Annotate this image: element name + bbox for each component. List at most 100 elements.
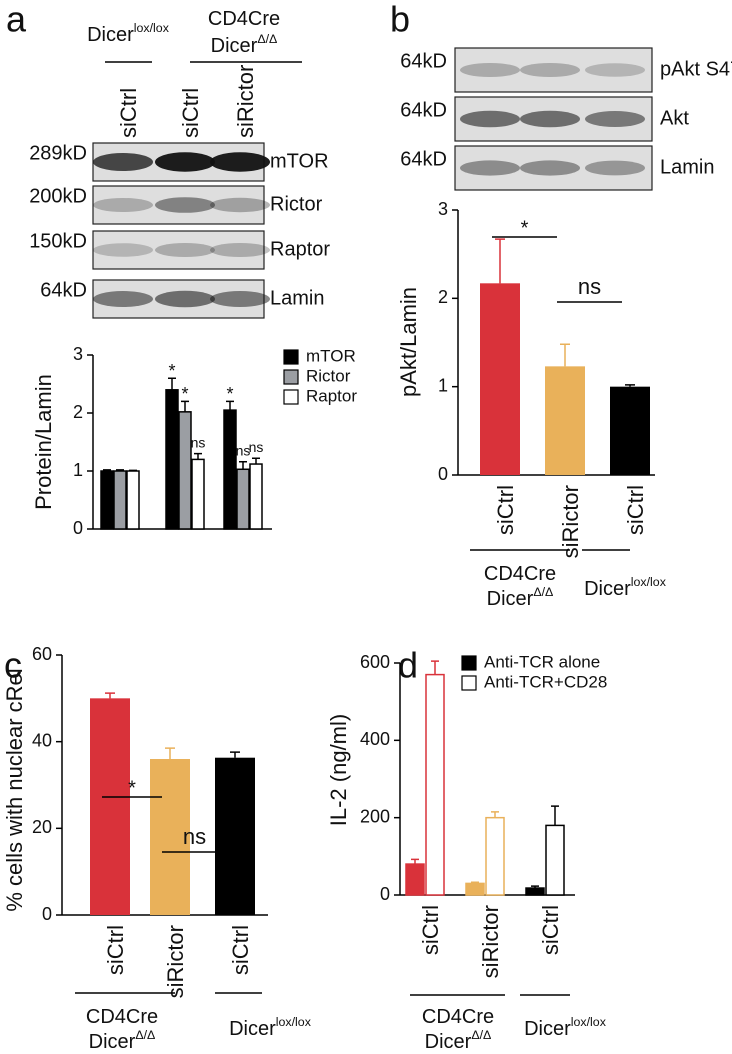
significance-label: * <box>521 217 529 239</box>
legend-swatch <box>461 655 477 671</box>
y-tick-label: 0 <box>438 464 448 484</box>
band <box>155 243 215 257</box>
legend-swatch <box>461 675 477 691</box>
label-text: Dicer <box>87 24 134 46</box>
band <box>210 291 270 307</box>
x-tick-label: siCtrl <box>493 485 518 535</box>
error-bar <box>181 400 189 412</box>
bar <box>178 411 192 530</box>
x-tick-label: siCtrl <box>228 925 253 975</box>
error-bar <box>625 384 635 387</box>
error-bar <box>168 377 176 390</box>
error-bar <box>105 692 115 699</box>
lane-label: siCtrl <box>116 88 141 138</box>
x-tick-label: siCtrl <box>103 925 128 975</box>
error-bar <box>230 751 240 758</box>
band <box>155 152 215 172</box>
error-bar <box>165 747 175 759</box>
label-sup: Δ/Δ <box>135 1028 155 1042</box>
bar <box>545 824 565 896</box>
error-bar <box>129 469 137 472</box>
error-bar <box>194 452 202 460</box>
y-tick-label: 3 <box>438 199 448 219</box>
band <box>93 243 153 257</box>
annotation: ns <box>236 442 251 458</box>
band <box>210 152 270 172</box>
band <box>155 290 215 308</box>
legend-label: Anti-TCR+CD28 <box>484 672 607 691</box>
significance-label: ns <box>183 824 206 849</box>
annotation: * <box>226 384 233 404</box>
size-label: 150kD <box>29 230 87 252</box>
band <box>460 110 520 128</box>
y-tick-label: 1 <box>438 375 448 395</box>
error-bar <box>103 469 111 471</box>
bar <box>480 283 520 475</box>
size-label: 200kD <box>29 185 87 207</box>
label: DicerΔ/Δ <box>211 32 278 57</box>
protein-label: Lamin <box>660 156 714 178</box>
size-label: 64kD <box>400 50 447 72</box>
y-tick-label: 3 <box>73 344 83 364</box>
y-tick-label: 60 <box>32 644 52 664</box>
x-tick-label: siCtrl <box>623 485 648 535</box>
y-tick-label: 2 <box>438 287 448 307</box>
bar <box>236 468 250 530</box>
error-bar <box>551 805 559 826</box>
band <box>93 198 153 212</box>
blot <box>454 47 653 93</box>
band <box>460 63 520 77</box>
error-bar <box>431 660 439 675</box>
label: DicerΔ/Δ <box>487 585 554 610</box>
label: DicerΔ/Δ <box>425 1028 492 1053</box>
bar <box>90 698 130 915</box>
size-label: 64kD <box>400 99 447 121</box>
legend-swatch <box>283 369 299 385</box>
label-text: Dicer <box>89 1031 136 1053</box>
label: Dicerlox/lox <box>584 575 667 600</box>
blot <box>454 145 653 191</box>
y-tick-label: 0 <box>42 904 52 924</box>
label-text: Dicer <box>211 35 258 57</box>
significance-label: * <box>128 777 136 799</box>
band <box>520 63 580 77</box>
y-tick-label: 20 <box>32 817 52 837</box>
error-bar <box>491 811 499 818</box>
protein-label: Lamin <box>270 287 324 309</box>
label-text: CD4Cre <box>422 1006 494 1028</box>
lane-label: siCtrl <box>178 88 203 138</box>
label-text: Dicer <box>229 1018 276 1040</box>
bar <box>545 366 585 475</box>
error-bar <box>239 460 247 470</box>
band <box>93 153 153 171</box>
band <box>585 63 645 77</box>
size-label: 289kD <box>29 142 87 164</box>
x-tick-label: siRictor <box>558 485 583 558</box>
label-text: CD4Cre <box>484 563 556 585</box>
y-tick-label: 40 <box>32 730 52 750</box>
label-text: Dicer <box>524 1018 571 1040</box>
band <box>520 160 580 176</box>
protein-label: Akt <box>660 107 689 129</box>
y-axis-label: % cells with nuclear cRel <box>2 668 27 911</box>
x-tick-label: siCtrl <box>538 905 563 955</box>
panel-letter: b <box>390 0 410 40</box>
legend-label: Anti-TCR alone <box>484 652 600 671</box>
bar <box>191 458 205 530</box>
lane-label: siRictor <box>233 65 258 138</box>
annotation: * <box>168 361 175 381</box>
band <box>585 111 645 127</box>
bar <box>100 470 114 530</box>
error-bar <box>495 238 505 284</box>
error-bar <box>471 881 479 884</box>
band <box>210 243 270 257</box>
protein-label: Rictor <box>270 193 323 215</box>
bar <box>425 673 445 896</box>
bar <box>525 887 545 896</box>
legend-label: Rictor <box>306 366 351 385</box>
y-axis-label: pAkt/Lamin <box>396 287 421 397</box>
bar <box>465 882 485 896</box>
legend-swatch <box>283 349 299 365</box>
x-tick-label: siCtrl <box>418 905 443 955</box>
band <box>210 197 270 213</box>
